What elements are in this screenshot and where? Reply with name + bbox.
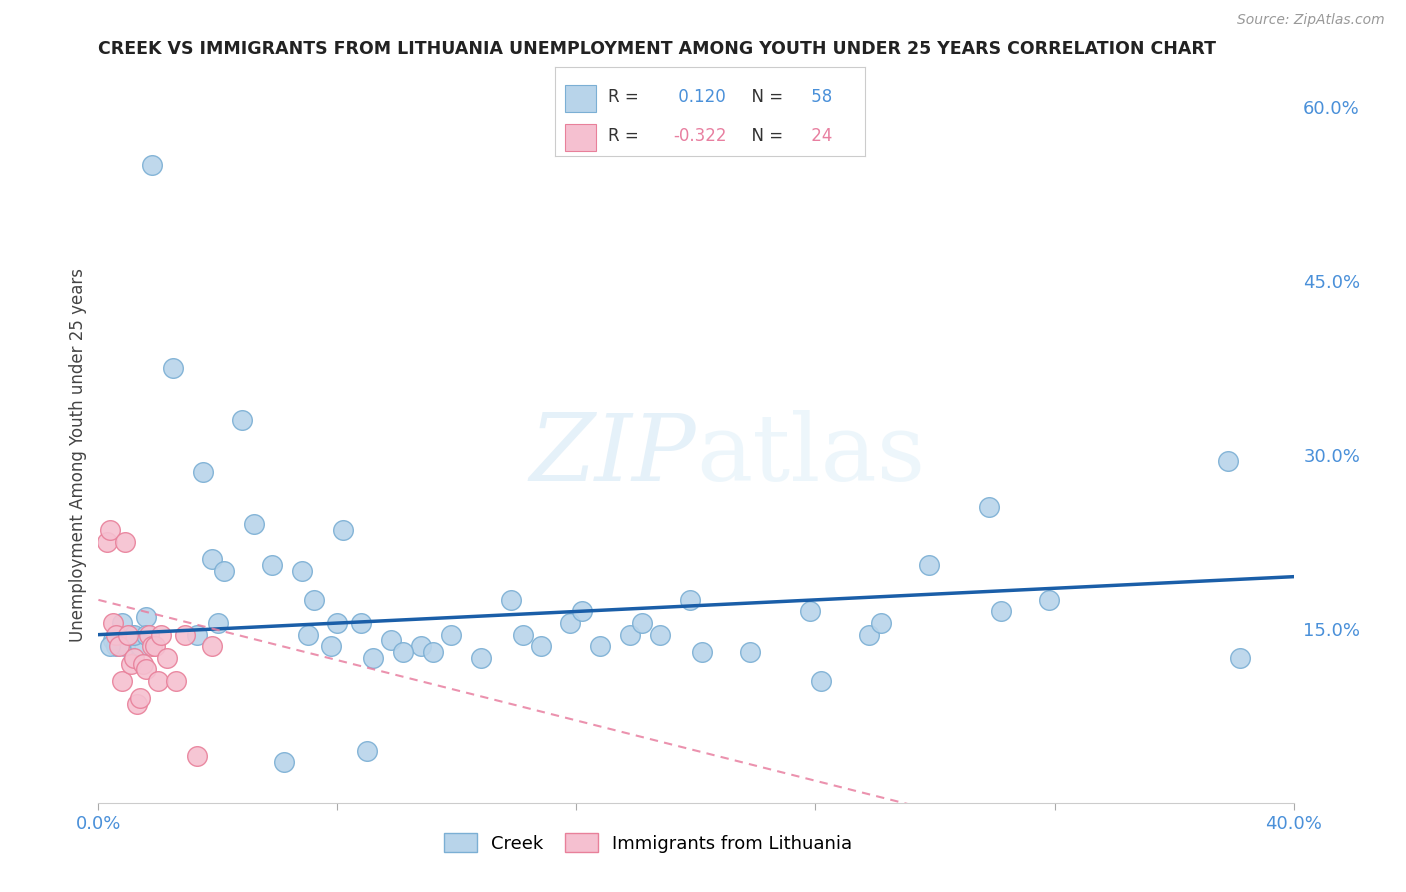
Text: 0.120: 0.120 bbox=[673, 88, 725, 106]
Point bbox=[273, 755, 295, 769]
Point bbox=[186, 628, 208, 642]
Point bbox=[302, 592, 325, 607]
Y-axis label: Unemployment Among Youth under 25 years: Unemployment Among Youth under 25 years bbox=[69, 268, 87, 642]
Point bbox=[858, 628, 880, 642]
Point bbox=[422, 645, 444, 659]
Point bbox=[1229, 651, 1251, 665]
Point bbox=[100, 523, 122, 537]
Point bbox=[411, 639, 433, 653]
Point bbox=[132, 657, 155, 671]
Point bbox=[470, 651, 492, 665]
Point bbox=[810, 674, 832, 689]
Point bbox=[129, 639, 152, 653]
Text: CREEK VS IMMIGRANTS FROM LITHUANIA UNEMPLOYMENT AMONG YOUTH UNDER 25 YEARS CORRE: CREEK VS IMMIGRANTS FROM LITHUANIA UNEMP… bbox=[98, 40, 1216, 58]
Text: N =: N = bbox=[741, 128, 783, 145]
Point bbox=[918, 558, 941, 573]
Point bbox=[111, 615, 134, 630]
Point bbox=[191, 466, 214, 480]
Point bbox=[589, 639, 612, 653]
Legend: Creek, Immigrants from Lithuania: Creek, Immigrants from Lithuania bbox=[433, 822, 863, 863]
Text: 24: 24 bbox=[806, 128, 832, 145]
Point bbox=[870, 615, 893, 630]
Point bbox=[631, 615, 654, 630]
Text: R =: R = bbox=[607, 128, 638, 145]
Point bbox=[117, 628, 139, 642]
Point bbox=[124, 628, 146, 642]
Point bbox=[650, 628, 672, 642]
Point bbox=[392, 645, 415, 659]
Bar bbox=[565, 85, 596, 112]
Point bbox=[990, 605, 1012, 619]
Point bbox=[499, 592, 522, 607]
Point bbox=[560, 615, 582, 630]
Point bbox=[100, 639, 122, 653]
Point bbox=[738, 645, 761, 659]
Point bbox=[363, 651, 385, 665]
Point bbox=[291, 564, 314, 578]
Point bbox=[114, 534, 136, 549]
Point bbox=[141, 639, 163, 653]
Point bbox=[529, 639, 551, 653]
Point bbox=[690, 645, 713, 659]
Point bbox=[138, 628, 160, 642]
Point bbox=[1216, 453, 1239, 467]
Point bbox=[977, 500, 1000, 514]
Point bbox=[108, 639, 131, 653]
Text: -0.322: -0.322 bbox=[673, 128, 727, 145]
Text: atlas: atlas bbox=[696, 410, 925, 500]
Point bbox=[201, 639, 224, 653]
Point bbox=[212, 564, 235, 578]
Point bbox=[96, 534, 118, 549]
Text: 58: 58 bbox=[806, 88, 832, 106]
Point bbox=[165, 674, 187, 689]
Point bbox=[201, 552, 224, 566]
Point bbox=[571, 605, 593, 619]
Point bbox=[679, 592, 702, 607]
Point bbox=[156, 651, 179, 665]
Point bbox=[619, 628, 641, 642]
Point bbox=[143, 639, 166, 653]
Point bbox=[103, 615, 125, 630]
Point bbox=[326, 615, 349, 630]
Point bbox=[380, 633, 402, 648]
Point bbox=[243, 517, 266, 532]
Text: Source: ZipAtlas.com: Source: ZipAtlas.com bbox=[1237, 13, 1385, 28]
Point bbox=[799, 605, 821, 619]
Point bbox=[186, 749, 208, 764]
Point bbox=[120, 628, 142, 642]
Point bbox=[129, 691, 152, 706]
Point bbox=[105, 639, 128, 653]
Point bbox=[350, 615, 373, 630]
Point bbox=[120, 657, 142, 671]
Point bbox=[512, 628, 534, 642]
Point bbox=[440, 628, 463, 642]
Point bbox=[150, 628, 173, 642]
Point bbox=[135, 628, 157, 642]
Point bbox=[148, 674, 170, 689]
Text: R =: R = bbox=[607, 88, 638, 106]
Point bbox=[207, 615, 229, 630]
Point bbox=[105, 628, 128, 642]
Point bbox=[321, 639, 343, 653]
Point bbox=[103, 633, 125, 648]
Point bbox=[297, 628, 319, 642]
Point bbox=[332, 523, 354, 537]
Point bbox=[231, 413, 253, 427]
Point bbox=[135, 610, 157, 624]
Point bbox=[174, 628, 197, 642]
Point bbox=[356, 744, 378, 758]
Point bbox=[124, 651, 146, 665]
Point bbox=[127, 698, 149, 712]
Point bbox=[141, 158, 163, 172]
Point bbox=[162, 360, 184, 375]
Bar bbox=[565, 124, 596, 151]
Point bbox=[111, 674, 134, 689]
Point bbox=[260, 558, 283, 573]
Point bbox=[1038, 592, 1060, 607]
Point bbox=[135, 662, 157, 676]
Text: ZIP: ZIP bbox=[529, 410, 696, 500]
Text: N =: N = bbox=[741, 88, 783, 106]
Point bbox=[114, 639, 136, 653]
